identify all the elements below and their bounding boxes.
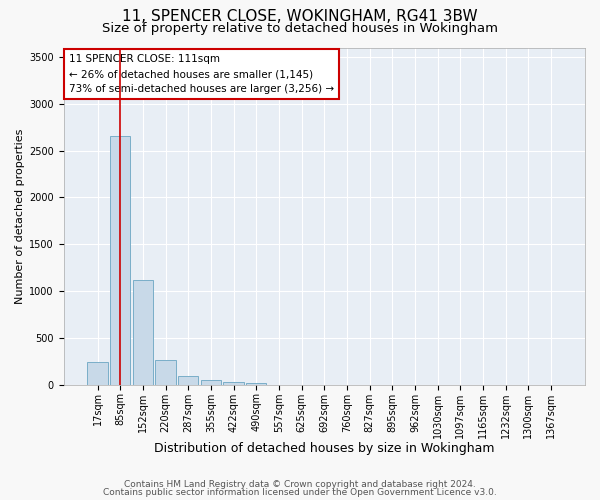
- X-axis label: Distribution of detached houses by size in Wokingham: Distribution of detached houses by size …: [154, 442, 494, 455]
- Text: Contains HM Land Registry data © Crown copyright and database right 2024.: Contains HM Land Registry data © Crown c…: [124, 480, 476, 489]
- Y-axis label: Number of detached properties: Number of detached properties: [15, 128, 25, 304]
- Bar: [178, 376, 199, 384]
- Bar: [110, 136, 130, 384]
- Text: Contains public sector information licensed under the Open Government Licence v3: Contains public sector information licen…: [103, 488, 497, 497]
- Bar: [88, 362, 108, 384]
- Text: 11, SPENCER CLOSE, WOKINGHAM, RG41 3BW: 11, SPENCER CLOSE, WOKINGHAM, RG41 3BW: [122, 9, 478, 24]
- Text: 11 SPENCER CLOSE: 111sqm
← 26% of detached houses are smaller (1,145)
73% of sem: 11 SPENCER CLOSE: 111sqm ← 26% of detach…: [69, 54, 334, 94]
- Text: Size of property relative to detached houses in Wokingham: Size of property relative to detached ho…: [102, 22, 498, 35]
- Bar: [155, 360, 176, 384]
- Bar: [223, 382, 244, 384]
- Bar: [133, 280, 153, 384]
- Bar: [246, 383, 266, 384]
- Bar: [201, 380, 221, 384]
